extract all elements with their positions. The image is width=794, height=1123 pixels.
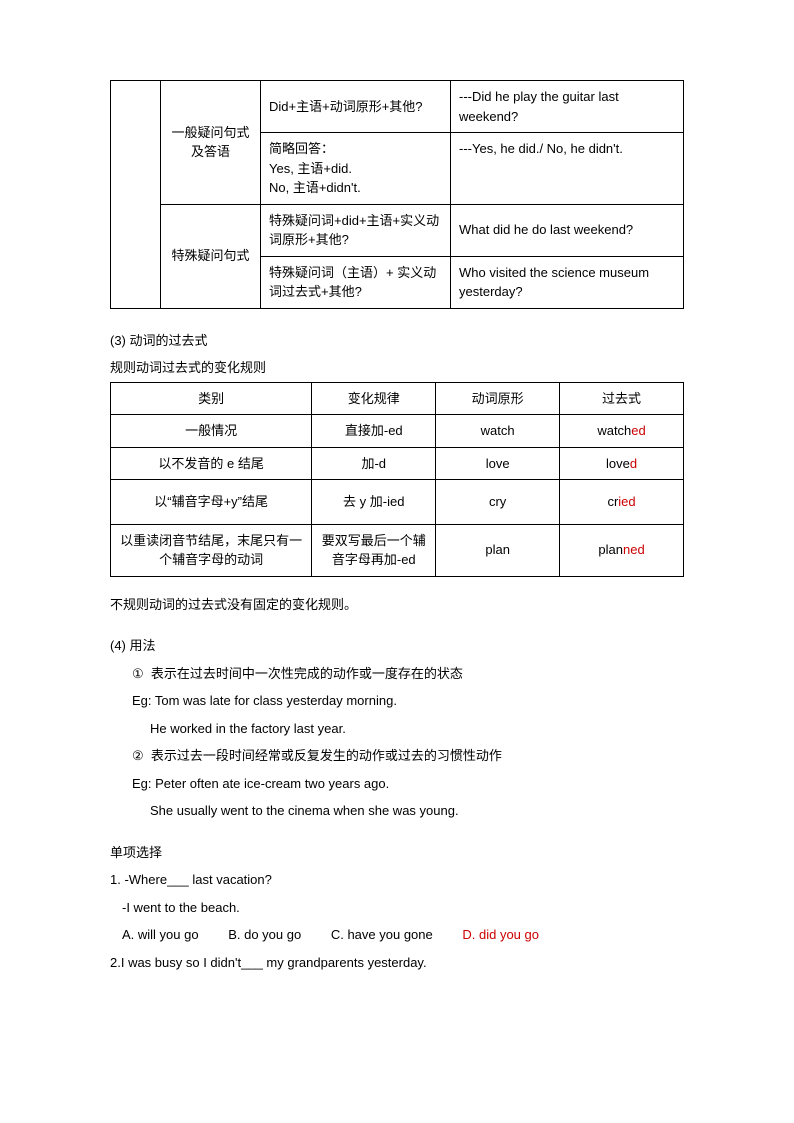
example-cell: ---Yes, he did./ No, he didn't.: [451, 133, 684, 205]
example-text: Eg: Tom was late for class yesterday mor…: [110, 691, 684, 711]
options: A. will you go B. do you go C. have you …: [110, 925, 684, 945]
question-text: -I went to the beach.: [110, 898, 684, 918]
structure-table: 一般疑问句式及答语 Did+主语+动词原形+其他? ---Did he play…: [110, 80, 684, 309]
col-header: 类别: [111, 382, 312, 415]
option-c: C. have you gone: [331, 925, 433, 945]
example-cell: Who visited the science museum yesterday…: [451, 256, 684, 308]
example-text: He worked in the factory last year.: [110, 719, 684, 739]
section-title: (3) 动词的过去式: [110, 331, 684, 351]
question-text: 2.I was busy so I didn't___ my grandpare…: [110, 953, 684, 973]
table-row: 一般情况 直接加-ed watch watched: [111, 415, 684, 448]
table-row: 以重读闭音节结尾，末尾只有一个辅音字母的动词 要双写最后一个辅音字母再加-ed …: [111, 524, 684, 576]
example-text: She usually went to the cinema when she …: [110, 801, 684, 821]
col-header: 变化规律: [312, 382, 436, 415]
usage-point: ② 表示过去一段时间经常或反复发生的动作或过去的习惯性动作: [110, 746, 684, 766]
section-title: (4) 用法: [110, 636, 684, 656]
example-cell: ---Did he play the guitar last weekend?: [451, 81, 684, 133]
usage-point: ① 表示在过去时间中一次性完成的动作或一度存在的状态: [110, 664, 684, 684]
row-label: 一般疑问句式及答语: [161, 81, 261, 205]
rules-table: 类别 变化规律 动词原形 过去式 一般情况 直接加-ed watch watch…: [110, 382, 684, 577]
option-b: B. do you go: [228, 925, 301, 945]
option-d-answer: D. did you go: [462, 925, 539, 945]
option-a: A. will you go: [122, 925, 199, 945]
row-label: 特殊疑问句式: [161, 204, 261, 308]
example-cell: What did he do last weekend?: [451, 204, 684, 256]
line: 简略回答：: [269, 139, 442, 159]
line: Yes, 主语+did.: [269, 159, 442, 179]
table-row: 以“辅音字母+y”结尾 去 y 加-ied cry cried: [111, 480, 684, 525]
col-header: 动词原形: [436, 382, 560, 415]
pattern-cell: 特殊疑问词（主语）+ 实义动词过去式+其他?: [261, 256, 451, 308]
line: No, 主语+didn't.: [269, 178, 442, 198]
note-text: 不规则动词的过去式没有固定的变化规则。: [110, 595, 684, 615]
pattern-cell: 简略回答： Yes, 主语+did. No, 主语+didn't.: [261, 133, 451, 205]
pattern-cell: 特殊疑问词+did+主语+实义动词原形+其他?: [261, 204, 451, 256]
table-row: 以不发音的 e 结尾 加-d love loved: [111, 447, 684, 480]
col-header: 过去式: [560, 382, 684, 415]
section-subtitle: 规则动词过去式的变化规则: [110, 358, 684, 378]
question-text: 1. -Where___ last vacation?: [110, 870, 684, 890]
empty-cell: [111, 81, 161, 309]
example-text: Eg: Peter often ate ice-cream two years …: [110, 774, 684, 794]
pattern-cell: Did+主语+动词原形+其他?: [261, 81, 451, 133]
quiz-title: 单项选择: [110, 843, 684, 863]
